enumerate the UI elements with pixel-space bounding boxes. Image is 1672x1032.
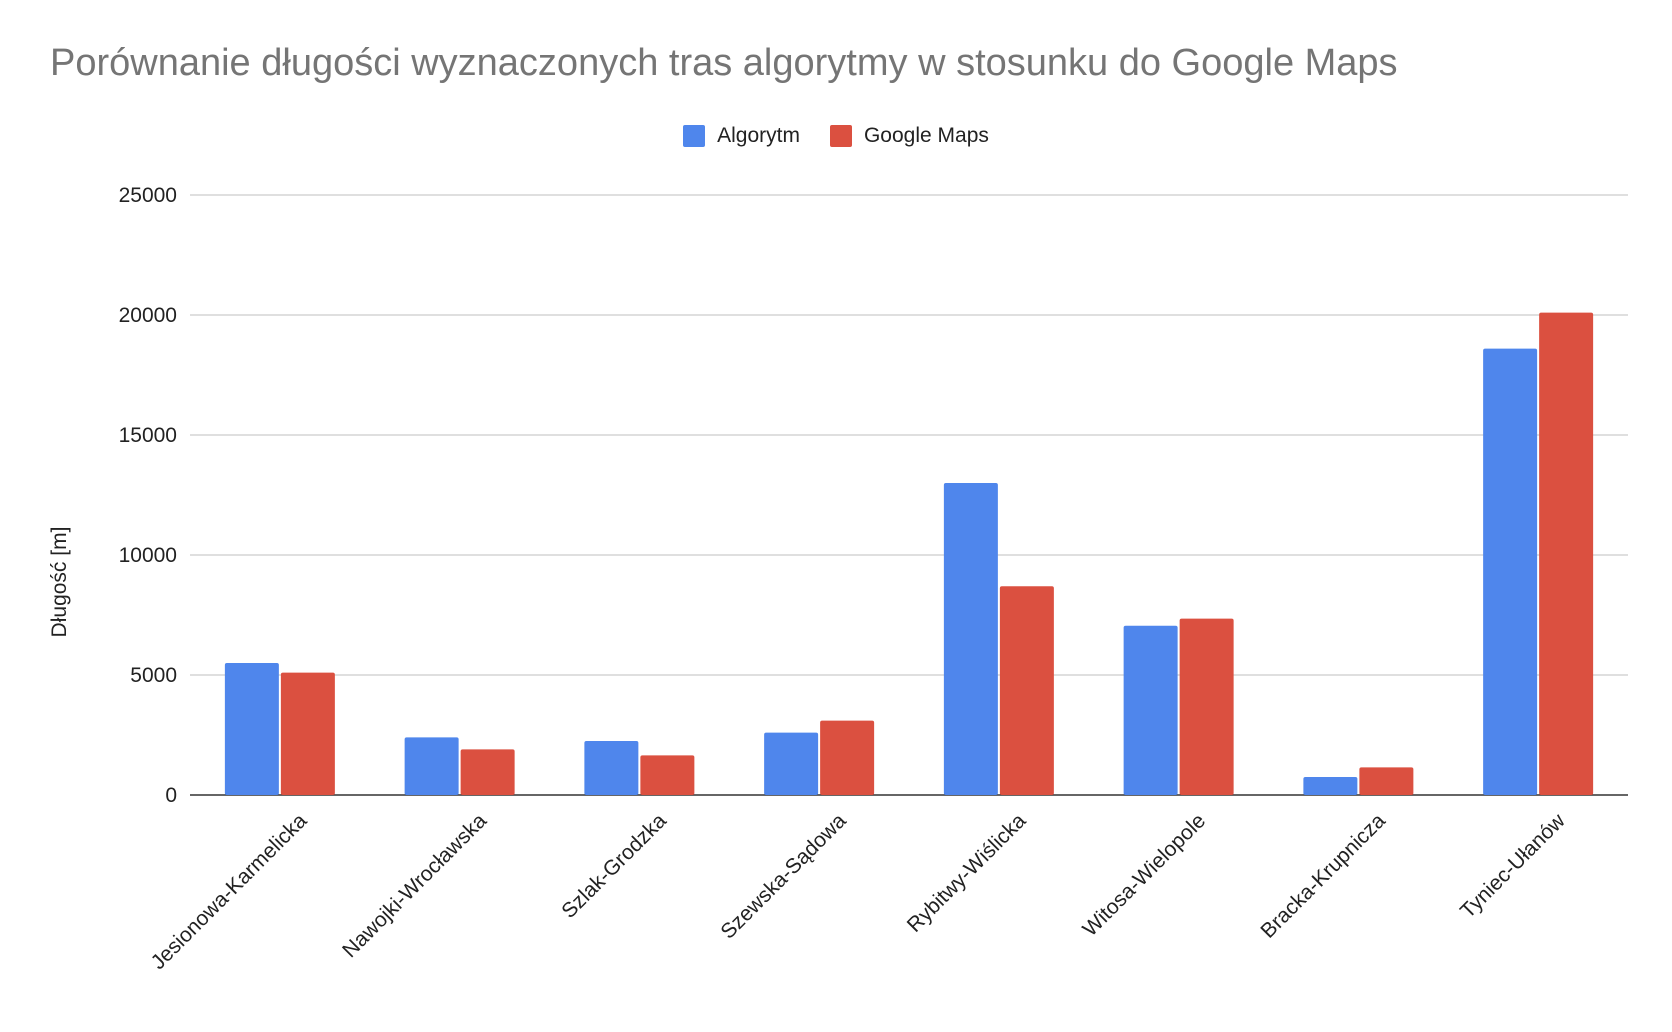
bar-google-maps (820, 720, 875, 795)
bar-google-maps (999, 586, 1054, 795)
bar-google-maps (1179, 618, 1234, 795)
legend-label-algorytm: Algorytm (717, 124, 800, 147)
y-tick-label: 5000 (130, 664, 177, 687)
bar-google-maps (460, 749, 515, 795)
legend-label-google-maps: Google Maps (863, 124, 989, 147)
x-tick-label: Szlak-Grodzka (557, 809, 671, 923)
legend-item-google-maps: Google Maps (829, 124, 989, 148)
gridlines (190, 194, 1628, 796)
bar-algorytm (224, 663, 279, 795)
y-axis-label: Długość [m] (48, 527, 71, 638)
legend-swatch-algorytm (683, 125, 706, 147)
y-axis-ticks: 0 5000 10000 15000 20000 25000 (119, 184, 177, 807)
x-tick-label: Jesionowa-Karmelicka (147, 809, 312, 974)
legend: Algorytm Google Maps (0, 124, 1672, 148)
bar-algorytm (1123, 625, 1178, 795)
y-tick-label: 25000 (119, 184, 177, 207)
bar-algorytm (584, 741, 639, 795)
legend-item-algorytm: Algorytm (683, 124, 800, 148)
chart-title: Porównanie długości wyznaczonych tras al… (50, 42, 1398, 84)
x-tick-label: Witosa-Wielopole (1078, 809, 1210, 941)
bar-google-maps (640, 755, 695, 795)
x-tick-label: Szewska-Sądowa (716, 809, 851, 944)
x-tick-label: Nawojki-Wrocławska (338, 809, 491, 962)
y-tick-label: 20000 (119, 304, 177, 327)
x-tick-label: Tyniec-Ułanów (1456, 809, 1570, 923)
bar-algorytm (404, 737, 459, 795)
legend-swatch-google-maps (829, 125, 852, 147)
bar-algorytm (1483, 348, 1538, 795)
bars (224, 312, 1594, 795)
bar-algorytm (764, 732, 819, 795)
bar-google-maps (1539, 312, 1594, 795)
bar-algorytm (1303, 777, 1358, 795)
y-tick-label: 15000 (119, 424, 177, 447)
bar-google-maps (280, 672, 335, 795)
bar-algorytm (943, 483, 998, 795)
x-tick-label: Bracka-Krupnicza (1256, 809, 1390, 943)
x-axis-ticks: Jesionowa-Karmelicka Nawojki-Wrocławska Sz… (147, 809, 1571, 974)
bar-google-maps (1359, 767, 1414, 795)
y-tick-label: 10000 (119, 544, 177, 567)
y-tick-label: 0 (165, 784, 177, 807)
x-tick-label: Rybitwy-Wiślicka (903, 809, 1031, 937)
